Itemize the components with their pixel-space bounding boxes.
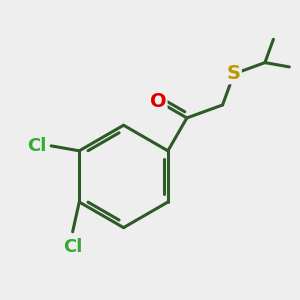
Text: Cl: Cl: [63, 238, 82, 256]
Text: O: O: [150, 92, 166, 111]
Text: Cl: Cl: [27, 137, 46, 155]
Text: S: S: [227, 64, 241, 83]
